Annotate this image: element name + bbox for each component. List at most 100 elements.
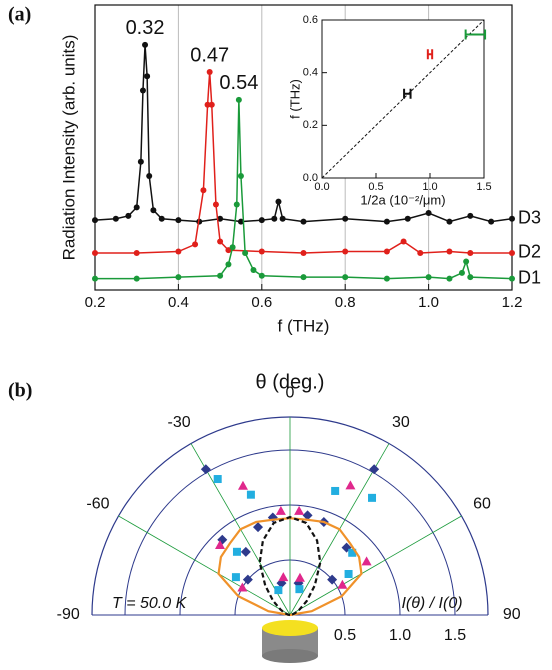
data-point: [509, 215, 515, 222]
data-point: [467, 274, 474, 281]
polar-point: [274, 586, 283, 595]
theta-axis-label: θ (deg.): [256, 371, 325, 393]
y-axis-label: f (THz): [287, 79, 302, 119]
data-point: [217, 272, 224, 279]
data-point: [509, 275, 515, 282]
error-bar: [426, 49, 434, 60]
data-point: [279, 215, 286, 222]
y-tick-label: 0.0: [303, 172, 318, 184]
data-point: [204, 101, 211, 108]
data-point: [458, 269, 465, 276]
r-axis-label: I(θ) / I(0): [401, 595, 462, 612]
data-point: [133, 204, 140, 211]
data-point: [425, 274, 432, 281]
series-line: [94, 44, 513, 223]
data-point: [242, 249, 249, 256]
x-axis-label: 1/2a (10⁻²/μm): [360, 192, 445, 207]
data-point: [125, 212, 132, 219]
theta-tick-label: -90: [57, 606, 80, 623]
theta-tick-label: 30: [392, 414, 410, 431]
theta-tick-label: 0: [286, 384, 295, 401]
data-point: [158, 215, 165, 222]
data-point: [208, 101, 215, 108]
x-tick-label: 0.5: [368, 181, 383, 193]
r-tick-label: 1.0: [389, 627, 411, 644]
data-point: [404, 215, 411, 222]
data-point: [467, 212, 474, 219]
polar-point: [231, 573, 240, 582]
x-tick-label: 0.4: [168, 294, 189, 311]
data-point: [92, 217, 98, 224]
data-point: [175, 248, 182, 255]
theta-tick-label: 90: [503, 606, 521, 623]
y-tick-label: 0.2: [303, 119, 318, 131]
polar-point: [331, 486, 340, 495]
data-point: [237, 218, 244, 225]
polar-point: [214, 539, 225, 549]
data-point: [300, 218, 307, 225]
data-point: [383, 275, 390, 282]
x-tick-label: 0.0: [314, 181, 329, 193]
theta-tick-label: 60: [473, 495, 491, 512]
data-point: [133, 249, 140, 256]
polar-point: [278, 572, 289, 582]
data-point: [142, 41, 149, 48]
theta-tick-label: -30: [168, 414, 191, 431]
error-bar-point: [464, 29, 487, 40]
r-tick-label: 1.5: [444, 627, 466, 644]
series-label: D1: [518, 267, 541, 287]
polar-point: [213, 475, 222, 484]
r-tick-label: 0.5: [334, 627, 356, 644]
polar-point: [337, 579, 348, 589]
data-point: [300, 249, 307, 256]
detector-icon: [262, 620, 318, 663]
data-point: [258, 272, 265, 279]
polar-point: [232, 547, 241, 556]
data-point: [446, 218, 453, 225]
data-point: [237, 173, 244, 179]
theta-tick-label: -60: [86, 495, 109, 512]
data-point: [150, 207, 157, 214]
angle-grid: [289, 515, 462, 616]
data-point: [425, 210, 432, 217]
panel-label: (a): [8, 4, 31, 26]
data-point: [488, 218, 495, 225]
data-point: [112, 215, 119, 222]
data-point: [175, 217, 182, 224]
data-point: [258, 217, 265, 224]
data-point: [139, 87, 146, 94]
x-tick-label: 1.0: [422, 181, 437, 193]
polar-point: [253, 522, 264, 533]
error-bar-point: [403, 88, 412, 99]
fit-line: [321, 19, 485, 179]
data-point: [342, 248, 349, 255]
data-point: [463, 258, 470, 265]
polar-point: [302, 510, 313, 521]
peak-label: 0.32: [126, 17, 165, 39]
polar-curve: [258, 515, 322, 617]
error-bar: [464, 29, 487, 40]
polar-point: [240, 546, 251, 557]
data-point: [342, 215, 349, 222]
data-point: [342, 274, 349, 281]
data-point: [258, 248, 265, 255]
panel-label: (b): [8, 380, 32, 402]
data-point: [92, 275, 98, 282]
polar-point: [294, 505, 305, 515]
series-label: D2: [518, 242, 541, 262]
x-tick-label: 0.2: [85, 294, 106, 311]
polar-point: [294, 572, 305, 582]
data-point: [383, 218, 390, 225]
annotation: T = 50.0 K: [112, 595, 188, 612]
x-tick-label: 1.2: [502, 294, 523, 311]
data-point: [275, 198, 282, 205]
x-axis-label: f (THz): [278, 316, 330, 335]
detector-top: [262, 620, 318, 636]
data-point: [225, 261, 232, 268]
data-point: [175, 274, 182, 281]
y-tick-label: 0.4: [303, 67, 318, 79]
polar-point: [237, 582, 248, 592]
detector-base: [262, 649, 318, 663]
data-point: [383, 248, 390, 255]
